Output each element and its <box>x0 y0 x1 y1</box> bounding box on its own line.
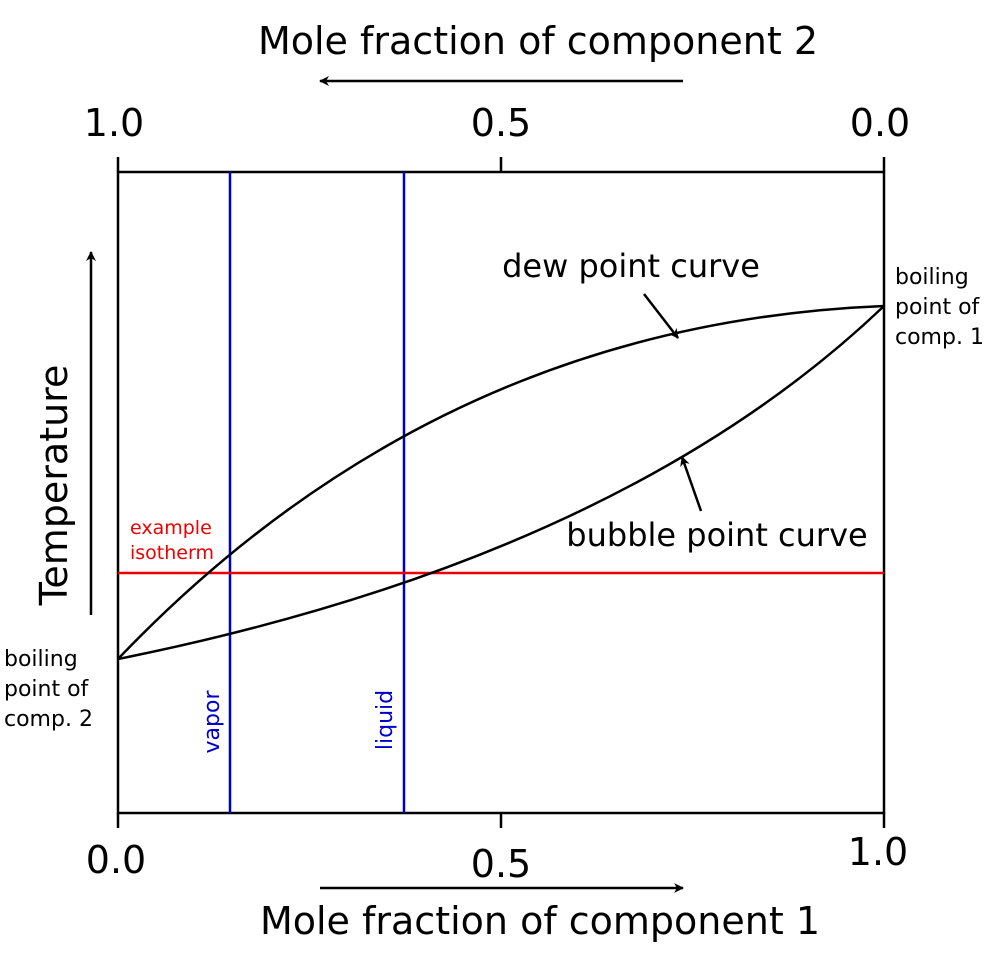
bubble-point-curve <box>117 305 885 661</box>
y-axis-title: Temperature <box>32 365 76 607</box>
boiling-comp1-line: comp. 1 <box>895 325 984 350</box>
boiling-point-comp2-label: boiling point of comp. 2 <box>4 647 95 732</box>
bottom-tick-label: 0.0 <box>86 838 146 882</box>
boiling-comp2-line: boiling <box>4 647 78 672</box>
top-tick-label: 1.0 <box>84 101 144 145</box>
top-tick-label: 0.0 <box>850 101 910 145</box>
boiling-comp1-line: boiling <box>895 265 969 290</box>
top-axis-title: Mole fraction of component 2 <box>258 19 818 63</box>
plot-frame <box>116 170 886 815</box>
boiling-point-comp1-label: boiling point of comp. 1 <box>895 265 986 350</box>
vapor-label: vapor <box>200 690 225 754</box>
top-tick-label: 0.5 <box>471 101 531 145</box>
isotherm-label: example isotherm <box>130 517 218 564</box>
isotherm-label-line: isotherm <box>130 542 214 564</box>
boiling-comp1-line: point of <box>895 295 981 320</box>
liquid-label: liquid <box>373 690 398 750</box>
bottom-tick-label: 1.0 <box>848 830 908 874</box>
boiling-comp2-line: comp. 2 <box>4 707 93 732</box>
bottom-axis-title: Mole fraction of component 1 <box>260 899 820 943</box>
bubble-point-label: bubble point curve <box>566 516 867 554</box>
dew-point-label: dew point curve <box>502 247 760 285</box>
boiling-comp2-line: point of <box>4 677 90 702</box>
isotherm-label-line: example <box>130 517 212 539</box>
dew-point-curve <box>117 304 885 660</box>
dew-point-pointer <box>643 293 679 339</box>
bubble-point-pointer <box>680 456 703 512</box>
bottom-tick-label: 0.5 <box>471 842 531 886</box>
